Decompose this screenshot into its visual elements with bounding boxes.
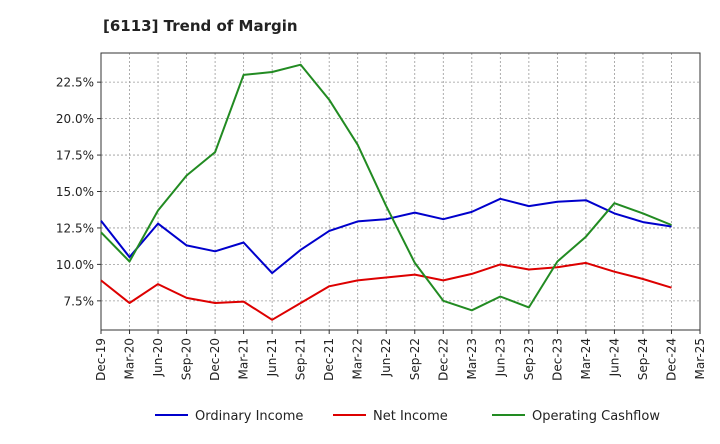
x-tick-label: Dec-23 — [550, 338, 564, 381]
x-tick-label: Sep-20 — [180, 338, 194, 380]
x-tick-label: Jun-21 — [265, 338, 279, 377]
x-tick-label: Dec-20 — [208, 338, 222, 381]
net-income-legend-label: Net Income — [373, 409, 448, 424]
x-tick-label: Mar-22 — [351, 338, 365, 379]
x-tick-label: Dec-19 — [94, 338, 108, 381]
x-tick-label: Dec-22 — [436, 338, 450, 381]
series-lines — [100, 63, 672, 321]
legend: Ordinary Income Net Income Operating Cashf… — [155, 409, 660, 424]
x-tick-label: Dec-24 — [664, 338, 678, 381]
x-tick-label: Dec-21 — [322, 338, 336, 381]
grid-lines — [100, 53, 701, 330]
chart-title: [6113] Trend of Margin — [103, 17, 298, 35]
x-tick-label: Mar-20 — [123, 338, 137, 379]
x-tick-label: Jun-22 — [379, 338, 393, 377]
x-tick-label: Mar-25 — [693, 338, 707, 379]
x-tick-label: Jun-23 — [493, 338, 507, 377]
y-tick-label: 20.0% — [56, 112, 94, 126]
operating-cashflow-line — [100, 63, 672, 312]
y-tick-label: 7.5% — [64, 294, 95, 308]
x-tick-label: Mar-24 — [579, 338, 593, 379]
y-tick-label: 10.0% — [56, 258, 94, 272]
x-tick-label: Mar-23 — [465, 338, 479, 379]
x-tick-label: Sep-22 — [408, 338, 422, 380]
x-tick-label: Jun-24 — [607, 338, 621, 377]
y-tick-label: 12.5% — [56, 221, 94, 235]
y-tick-label: 22.5% — [56, 76, 94, 90]
x-tick-label: Mar-21 — [237, 338, 251, 379]
ordinary-income-line — [100, 197, 672, 275]
x-tick-label: Sep-24 — [636, 338, 650, 380]
y-axis-ticks: 7.5% 10.0% 12.5% 15.0% 17.5% 20.0% 22.5% — [56, 76, 101, 308]
net-income-line — [100, 261, 672, 321]
y-tick-label: 17.5% — [56, 149, 94, 163]
x-axis-ticks: Dec-19 Mar-20 Jun-20 Sep-20 Dec-20 Mar-21 Jun-… — [94, 330, 707, 381]
y-tick-label: 15.0% — [56, 185, 94, 199]
x-tick-label: Jun-20 — [151, 338, 165, 377]
ordinary-income-legend-label: Ordinary Income — [195, 409, 303, 424]
x-tick-label: Sep-23 — [522, 338, 536, 380]
x-tick-label: Sep-21 — [294, 338, 308, 380]
operating-cashflow-legend-label: Operating Cashflow — [532, 409, 660, 424]
